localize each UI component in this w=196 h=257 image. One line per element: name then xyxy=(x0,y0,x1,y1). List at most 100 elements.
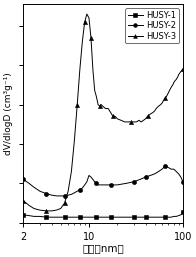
HUSY-2 xyxy=(104,183,107,186)
HUSY-1 xyxy=(81,216,83,219)
HUSY-3 xyxy=(67,190,69,193)
Line: HUSY-3: HUSY-3 xyxy=(21,12,185,213)
HUSY-1 xyxy=(170,216,172,219)
HUSY-2 xyxy=(170,168,172,171)
HUSY-2 xyxy=(164,164,167,168)
Legend: HUSY-1, HUSY-2, HUSY-3: HUSY-1, HUSY-2, HUSY-3 xyxy=(125,8,179,43)
Line: HUSY-1: HUSY-1 xyxy=(21,210,185,219)
HUSY-1 xyxy=(95,216,98,219)
HUSY-3 xyxy=(182,68,184,71)
HUSY-1 xyxy=(76,216,78,219)
HUSY-2 xyxy=(70,193,73,196)
HUSY-3 xyxy=(135,120,138,123)
HUSY-1 xyxy=(99,216,101,219)
HUSY-2 xyxy=(161,168,163,171)
HUSY-2 xyxy=(88,174,90,177)
HUSY-1 xyxy=(88,216,90,219)
Line: HUSY-2: HUSY-2 xyxy=(21,164,185,198)
HUSY-2 xyxy=(33,186,35,189)
HUSY-1 xyxy=(63,216,66,219)
HUSY-2 xyxy=(73,191,76,194)
HUSY-3 xyxy=(123,120,126,123)
HUSY-2 xyxy=(182,180,184,183)
HUSY-1 xyxy=(173,215,175,218)
HUSY-1 xyxy=(39,215,41,218)
HUSY-2 xyxy=(133,180,135,183)
HUSY-2 xyxy=(153,172,156,176)
HUSY-3 xyxy=(45,209,47,213)
HUSY-1 xyxy=(177,214,180,217)
HUSY-1 xyxy=(83,216,86,219)
HUSY-2 xyxy=(81,187,83,190)
HUSY-3 xyxy=(109,111,112,114)
HUSY-1 xyxy=(45,216,47,219)
HUSY-2 xyxy=(39,190,41,193)
HUSY-2 xyxy=(60,194,62,197)
HUSY-2 xyxy=(76,190,78,193)
HUSY-2 xyxy=(125,182,128,185)
HUSY-1 xyxy=(144,216,147,219)
HUSY-1 xyxy=(33,215,35,218)
HUSY-2 xyxy=(177,172,180,176)
HUSY-1 xyxy=(182,210,184,213)
HUSY-1 xyxy=(79,216,81,219)
HUSY-1 xyxy=(180,213,182,216)
HUSY-2 xyxy=(139,178,141,181)
HUSY-2 xyxy=(90,176,92,179)
HUSY-1 xyxy=(164,216,167,219)
HUSY-1 xyxy=(102,216,104,219)
HUSY-1 xyxy=(73,216,76,219)
HUSY-2 xyxy=(175,170,177,173)
HUSY-1 xyxy=(157,216,160,219)
Y-axis label: dV/dlogD (cm³g⁻¹): dV/dlogD (cm³g⁻¹) xyxy=(4,72,13,155)
HUSY-2 xyxy=(109,183,112,186)
HUSY-2 xyxy=(99,183,101,186)
HUSY-2 xyxy=(167,166,170,169)
HUSY-1 xyxy=(149,216,152,219)
HUSY-2 xyxy=(45,192,47,195)
HUSY-1 xyxy=(92,216,94,219)
HUSY-2 xyxy=(83,183,86,186)
HUSY-1 xyxy=(60,216,62,219)
HUSY-1 xyxy=(167,216,170,219)
HUSY-1 xyxy=(109,216,112,219)
HUSY-3 xyxy=(146,115,149,118)
HUSY-2 xyxy=(79,188,81,191)
HUSY-2 xyxy=(92,178,94,181)
HUSY-2 xyxy=(149,174,152,177)
HUSY-2 xyxy=(93,180,96,183)
HUSY-1 xyxy=(116,216,118,219)
HUSY-2 xyxy=(22,178,24,181)
HUSY-2 xyxy=(173,168,175,171)
HUSY-1 xyxy=(161,216,163,219)
HUSY-2 xyxy=(116,183,118,186)
HUSY-2 xyxy=(95,182,98,185)
HUSY-1 xyxy=(50,216,53,219)
HUSY-2 xyxy=(67,194,69,197)
HUSY-1 xyxy=(70,216,73,219)
HUSY-2 xyxy=(50,194,53,197)
HUSY-1 xyxy=(133,216,135,219)
X-axis label: 介孔（nm）: 介孔（nm） xyxy=(82,243,124,253)
HUSY-3 xyxy=(149,113,152,116)
HUSY-1 xyxy=(125,216,128,219)
HUSY-2 xyxy=(102,183,104,186)
HUSY-1 xyxy=(22,213,24,216)
HUSY-2 xyxy=(157,170,160,173)
HUSY-2 xyxy=(97,183,99,186)
HUSY-1 xyxy=(104,216,107,219)
HUSY-2 xyxy=(63,194,66,197)
HUSY-2 xyxy=(28,182,30,185)
HUSY-1 xyxy=(139,216,141,219)
HUSY-3 xyxy=(22,199,24,202)
HUSY-1 xyxy=(175,215,177,218)
HUSY-1 xyxy=(55,216,58,219)
HUSY-1 xyxy=(153,216,156,219)
HUSY-2 xyxy=(180,176,182,179)
HUSY-1 xyxy=(86,216,88,219)
HUSY-2 xyxy=(86,180,88,183)
HUSY-3 xyxy=(86,13,88,16)
HUSY-2 xyxy=(144,176,147,179)
HUSY-2 xyxy=(55,194,58,197)
HUSY-1 xyxy=(28,214,30,217)
